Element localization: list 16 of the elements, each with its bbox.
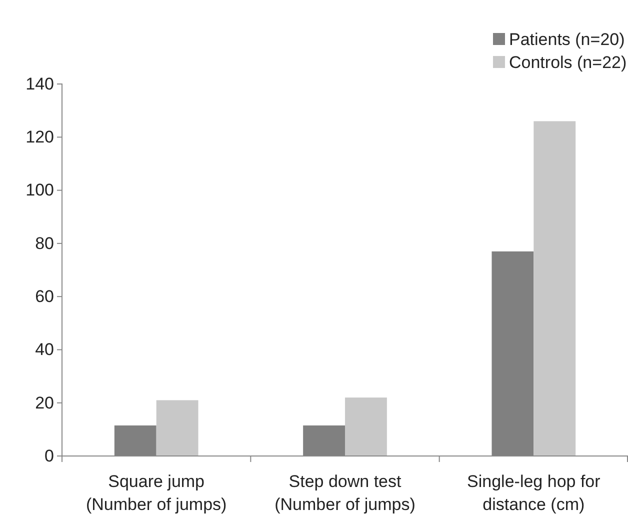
y-tick-label: 40 [35,340,54,360]
bar [345,398,387,456]
legend-label: Patients (n=20) [509,30,625,49]
y-tick-label: 80 [35,234,54,253]
y-tick-label: 100 [26,180,54,200]
y-tick-label: 60 [35,287,54,306]
x-tick-label: Square jump (Number of jumps) [86,472,227,514]
y-tick-label: 120 [26,128,54,147]
y-tick-label: 20 [35,393,54,412]
legend-label: Controls (n=22) [509,53,627,72]
bar [156,400,198,456]
bar [534,121,576,456]
y-tick-label: 0 [44,446,54,466]
x-tick-label: Single-leg hop for distance (cm) [467,472,601,514]
x-tick-label: Step down test (Number of jumps) [274,472,416,514]
y-tick-label: 140 [26,74,54,94]
